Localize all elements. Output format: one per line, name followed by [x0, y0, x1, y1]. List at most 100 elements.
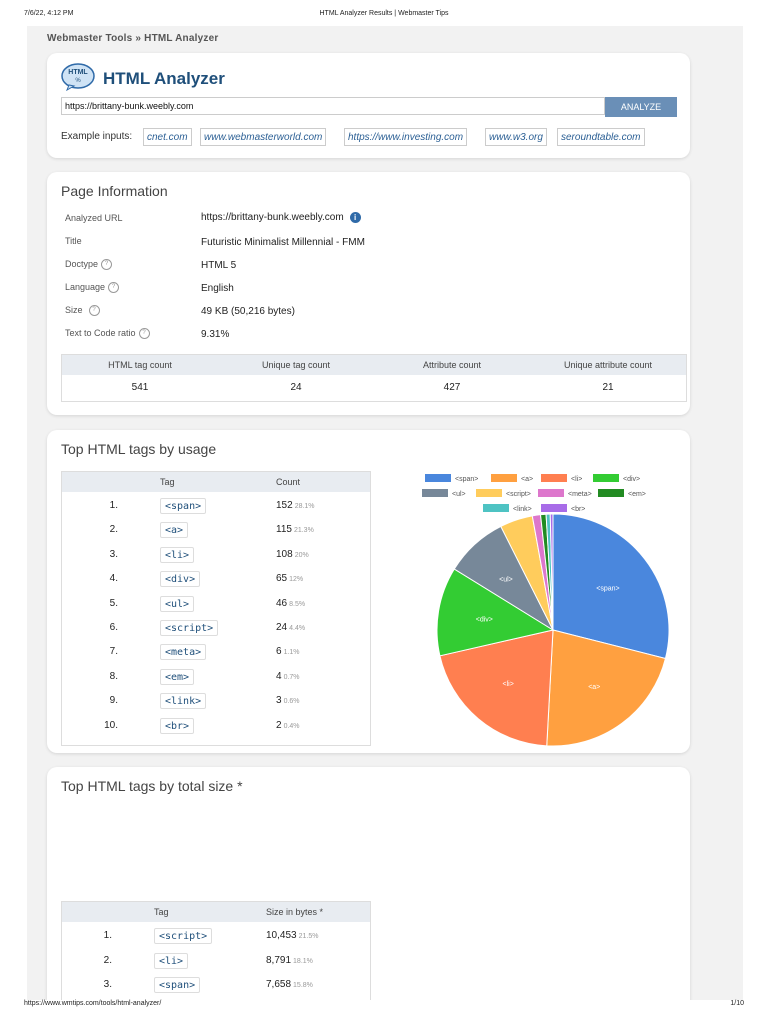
usage-row-tag[interactable]: <br>: [160, 717, 195, 734]
pie-slice[interactable]: [439, 629, 554, 747]
size-row-number: 1.: [103, 930, 112, 941]
usage-row-number: 6.: [109, 622, 118, 633]
example-link-investing[interactable]: https://www.investing.com: [344, 128, 468, 146]
usage-col-count: Count: [276, 477, 301, 487]
usage-count-percent: 0.7%: [283, 673, 300, 681]
size-table: Tag Size in bytes * 1. <script> 10,453 21.5…: [61, 901, 371, 1000]
legend-swatch[interactable]: [538, 489, 564, 497]
usage-count-value: 108: [276, 548, 293, 560]
usage-row-tag[interactable]: <meta>: [160, 644, 207, 661]
usage-row-number: 1.: [109, 500, 118, 511]
size-bytes-value: 10,453: [266, 930, 297, 941]
legend-swatch[interactable]: [541, 504, 567, 512]
stats-header-attribute-count: Attribute count: [422, 360, 482, 370]
usage-row-count: 3 0.6%: [276, 695, 300, 706]
size-col-tag: Tag: [154, 907, 169, 917]
url-input[interactable]: https://brittany-bunk.weebly.com: [61, 97, 605, 115]
pie-slice[interactable]: [436, 568, 555, 657]
usage-count-percent: 0.6%: [283, 698, 300, 706]
pie-slice-label: <span>: [596, 585, 619, 592]
print-title: HTML Analyzer Results | Webmaster Tips: [319, 10, 449, 17]
stats-value-html-tag-count: 541: [131, 382, 149, 393]
size-row-number: 2.: [103, 954, 112, 966]
text-code-ratio-label: Text to Code ratio?: [65, 328, 150, 340]
usage-row-tag[interactable]: <link>: [160, 693, 207, 710]
example-link-cnet[interactable]: cnet.com: [143, 128, 192, 146]
legend-swatch[interactable]: [491, 474, 517, 482]
usage-count-value: 65: [276, 573, 288, 585]
pie-slice[interactable]: [546, 629, 667, 747]
legend-label: <br>: [571, 506, 585, 513]
legend-swatch[interactable]: [483, 504, 509, 512]
legend-swatch[interactable]: [541, 474, 567, 482]
example-link-seroundtable[interactable]: seroundtable.com: [557, 128, 645, 146]
top-tags-usage-title: Top HTML tags by usage: [61, 441, 217, 457]
size-col-size: Size in bytes *: [266, 907, 324, 917]
usage-row-count: 2 0.4%: [276, 720, 300, 731]
usage-row-count: 108 20%: [276, 549, 309, 560]
pie-slice[interactable]: [549, 513, 554, 631]
stats-table: HTML tag count Unique tag count Attribut…: [61, 354, 687, 402]
legend-swatch[interactable]: [476, 489, 502, 497]
usage-row-tag[interactable]: <span>: [160, 498, 207, 514]
usage-row-tag[interactable]: <em>: [160, 668, 195, 685]
size-row-tag[interactable]: <script>: [154, 928, 213, 944]
html-analyzer-logo-icon: HTML %: [61, 63, 95, 92]
legend-swatch[interactable]: [422, 489, 448, 497]
usage-row-tag[interactable]: <div>: [160, 571, 201, 588]
usage-row-number: 4.: [109, 573, 118, 585]
doctype-label-text: Doctype: [65, 259, 99, 269]
size-row-tag[interactable]: <li>: [154, 952, 189, 969]
size-bytes-percent: 15.8%: [293, 982, 313, 989]
print-header: 7/6/22, 4:12 PM HTML Analyzer Results | …: [0, 10, 768, 22]
pie-slice[interactable]: [552, 513, 670, 660]
size-value: 49 KB (50,216 bytes): [201, 306, 295, 317]
help-icon[interactable]: ?: [88, 305, 100, 317]
page-information-card: Page Information Analyzed URL https://br…: [47, 172, 690, 415]
size-label: Size?: [65, 305, 100, 317]
size-table-header: [62, 902, 370, 922]
logo-text: HTML: [68, 69, 88, 76]
usage-count-value: 46: [276, 597, 288, 609]
size-row-tag[interactable]: <span>: [154, 977, 201, 993]
usage-pie-chart: <span> <a> <li> <div> <ul> <script> <meta> <em>…: [422, 474, 670, 747]
info-icon[interactable]: i: [349, 212, 361, 223]
stats-value-unique-tag-count: 24: [290, 382, 302, 393]
print-datetime: 7/6/22, 4:12 PM: [24, 10, 74, 17]
legend-swatch[interactable]: [598, 489, 624, 497]
usage-count-percent: 0.4%: [283, 722, 300, 730]
size-row-number: 3.: [103, 979, 112, 990]
title-label: Title: [65, 236, 82, 246]
breadcrumb[interactable]: Webmaster Tools » HTML Analyzer: [47, 33, 219, 44]
size-bytes-percent: 21.5%: [298, 933, 319, 940]
usage-count-percent: 12%: [289, 576, 304, 584]
analyze-button[interactable]: ANALYZE: [605, 97, 677, 117]
help-icon[interactable]: ?: [101, 259, 113, 271]
legend-label: <em>: [628, 491, 646, 498]
example-link-webmasterworld[interactable]: www.webmasterworld.com: [200, 128, 327, 146]
size-label-text: Size: [65, 305, 83, 315]
example-link-w3[interactable]: www.w3.org: [485, 128, 547, 146]
size-row-bytes: 8,791 18.1%: [266, 955, 313, 966]
legend-swatch[interactable]: [425, 474, 451, 482]
help-icon[interactable]: ?: [138, 328, 150, 340]
usage-table: Tag Count 1. <span> 152 28.1% 2. <a> 115 21.3% 3…: [61, 471, 371, 746]
usage-row-tag[interactable]: <ul>: [160, 595, 195, 612]
usage-row-count: 6 1.1%: [276, 646, 300, 657]
help-icon[interactable]: ?: [108, 282, 120, 294]
usage-row-tag[interactable]: <script>: [160, 620, 219, 636]
usage-count-percent: 1.1%: [283, 649, 300, 657]
usage-row-tag[interactable]: <li>: [160, 546, 195, 563]
stats-header-unique-tag-count: Unique tag count: [261, 360, 331, 370]
usage-count-percent: 8.5%: [289, 600, 306, 608]
stats-header-html-tag-count: HTML tag count: [108, 360, 172, 370]
usage-row-tag[interactable]: <a>: [160, 522, 189, 539]
pie-slice-label: <a>: [588, 684, 600, 691]
top-tags-size-title: Top HTML tags by total size *: [61, 778, 243, 794]
analyzed-url-label: Analyzed URL: [65, 213, 123, 223]
usage-row-number: 10.: [104, 719, 118, 731]
analyzed-url-value: https://brittany-bunk.weebly.com i: [201, 212, 361, 223]
legend-swatch[interactable]: [593, 474, 619, 482]
usage-count-value: 24: [276, 622, 288, 633]
title-value: Futuristic Minimalist Millennial - FMM: [201, 237, 365, 248]
